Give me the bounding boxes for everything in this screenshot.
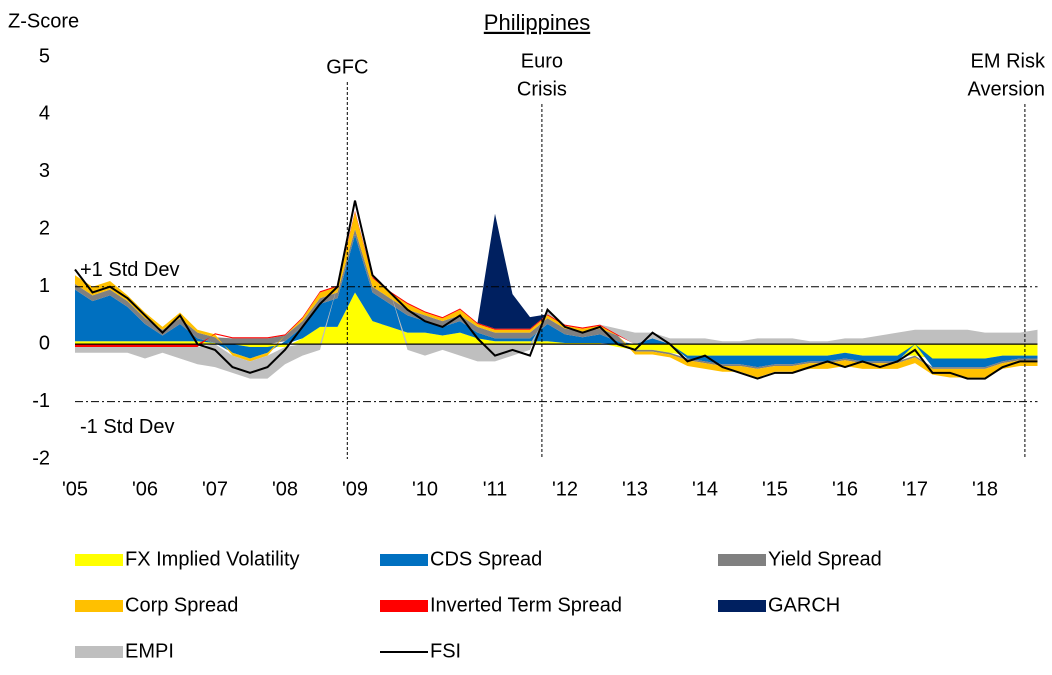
stacked-area [75, 292, 1038, 359]
x-tick-label: '05 [62, 478, 88, 500]
legend-label: EMPI [125, 640, 174, 662]
y-tick-label: 0 [39, 332, 50, 354]
std-label: +1 Std Dev [80, 259, 180, 281]
legend-label: GARCH [768, 594, 840, 616]
x-tick-label: '13 [622, 478, 648, 500]
stacked-area [75, 235, 1038, 368]
y-tick-label: 4 [39, 103, 50, 125]
legend-swatch [718, 600, 766, 612]
y-tick-label: -1 [32, 390, 50, 412]
y-axis-label: Z-Score [8, 10, 79, 32]
legend-swatch [380, 554, 428, 566]
x-tick-label: '16 [832, 478, 858, 500]
event-label: Aversion [968, 78, 1045, 100]
stacked-area [75, 210, 1038, 348]
chart-title: Philippines [484, 10, 590, 35]
x-tick-label: '12 [552, 478, 578, 500]
legend-label: FSI [430, 640, 461, 662]
y-tick-label: 5 [39, 45, 50, 67]
legend-swatch [75, 646, 123, 658]
x-tick-label: '07 [202, 478, 228, 500]
x-tick-label: '11 [483, 478, 508, 500]
y-tick-label: 2 [39, 218, 50, 240]
event-label: GFC [326, 56, 368, 78]
fsi-line [74, 200, 1038, 380]
x-tick-label: '06 [132, 478, 158, 500]
x-tick-label: '18 [972, 478, 998, 500]
event-label: EM Risk [971, 50, 1046, 72]
legend-label: CDS Spread [430, 548, 542, 570]
x-tick-label: '09 [342, 478, 368, 500]
legend-swatch [380, 600, 428, 612]
y-tick-label: 1 [39, 275, 50, 297]
legend-label: Corp Spread [125, 594, 238, 616]
x-tick-label: '10 [412, 478, 438, 500]
event-label: Crisis [517, 78, 567, 100]
event-label: Euro [521, 50, 563, 72]
x-tick-label: '17 [902, 478, 928, 500]
x-tick-label: '15 [762, 478, 788, 500]
legend-label: FX Implied Volatility [125, 548, 300, 570]
legend-swatch [75, 554, 123, 566]
legend-swatch [75, 600, 123, 612]
legend-label: Inverted Term Spread [430, 594, 622, 616]
x-tick-label: '08 [272, 478, 298, 500]
legend-label: Yield Spread [768, 548, 882, 570]
legend-swatch [718, 554, 766, 566]
y-tick-label: -2 [32, 447, 50, 469]
y-tick-label: 3 [39, 160, 50, 182]
std-label: -1 Std Dev [80, 416, 174, 438]
x-tick-label: '14 [692, 478, 718, 500]
